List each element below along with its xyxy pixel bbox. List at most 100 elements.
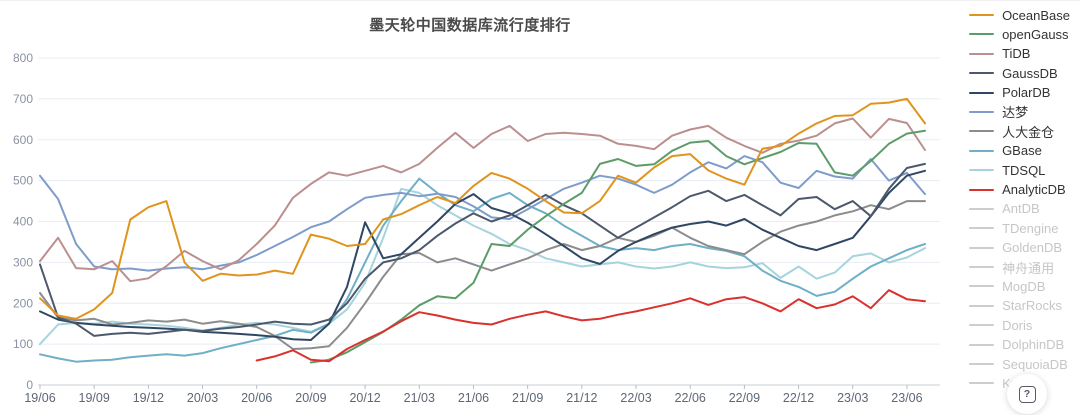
chart-title: 墨天轮中国数据库流行度排行	[369, 17, 571, 34]
legend-label: SequoiaDB	[1002, 356, 1068, 372]
legend-label: openGauss	[1002, 26, 1069, 42]
x-axis-tick-label: 20/09	[295, 391, 326, 405]
y-axis-tick-label: 600	[13, 133, 33, 147]
legend-item-AntDB[interactable]: AntDB	[969, 201, 1070, 217]
legend-item-达梦[interactable]: 达梦	[969, 104, 1070, 120]
legend-line-swatch	[969, 110, 995, 113]
x-axis-tick-label: 22/12	[783, 391, 814, 405]
x-axis-tick-label: 21/09	[512, 391, 543, 405]
x-axis-tick-label: 23/06	[891, 391, 922, 405]
legend-label: GBase	[1002, 143, 1042, 159]
x-axis-tick-label: 22/03	[620, 391, 651, 405]
legend-label: TDSQL	[1002, 162, 1046, 178]
x-axis-tick-label: 23/03	[837, 391, 868, 405]
legend-line-swatch	[969, 91, 995, 94]
legend-item-GBase[interactable]: GBase	[969, 143, 1070, 159]
legend-item-AnalyticDB[interactable]: AnalyticDB	[969, 182, 1070, 198]
legend-line-swatch	[969, 72, 995, 75]
legend-line-swatch	[969, 285, 995, 288]
legend-label: TiDB	[1002, 46, 1031, 62]
legend-line-swatch	[969, 227, 995, 230]
legend-item-GaussDB[interactable]: GaussDB	[969, 65, 1070, 81]
legend-line-swatch	[969, 246, 995, 249]
legend-label: GaussDB	[1002, 65, 1058, 81]
legend-line-swatch	[969, 33, 995, 36]
x-axis-tick-label: 21/03	[404, 391, 435, 405]
x-axis-tick-label: 20/06	[241, 391, 272, 405]
y-axis-tick-label: 800	[13, 51, 33, 65]
chart-legend: OceanBase openGauss TiDB GaussDB PolarDB 达梦人大…	[969, 7, 1070, 391]
legend-item-Doris[interactable]: Doris	[969, 317, 1070, 333]
series-line-AnalyticDB	[255, 289, 926, 363]
legend-line-swatch	[969, 324, 995, 327]
y-axis-tick-label: 100	[13, 337, 33, 351]
legend-line-swatch	[969, 207, 995, 210]
legend-label: 神舟通用	[1002, 260, 1055, 276]
series-line-GaussDB	[39, 162, 926, 337]
legend-label: Doris	[1002, 317, 1033, 333]
help-icon: ?	[1018, 385, 1036, 403]
legend-item-人大金仓[interactable]: 人大金仓	[969, 123, 1070, 140]
x-axis-tick-label: 22/06	[675, 391, 706, 405]
legend-label: DolphinDB	[1002, 337, 1065, 353]
legend-line-swatch	[969, 363, 995, 366]
x-axis-tick-label: 19/09	[79, 391, 110, 405]
legend-item-DolphinDB[interactable]: DolphinDB	[969, 337, 1070, 353]
legend-item-TiDB[interactable]: TiDB	[969, 46, 1070, 62]
legend-line-swatch	[969, 169, 995, 172]
legend-label: StarRocks	[1002, 298, 1063, 314]
legend-item-神舟通用[interactable]: 神舟通用	[969, 259, 1070, 276]
x-axis-tick-label: 20/12	[349, 391, 380, 405]
legend-line-swatch	[969, 130, 995, 133]
legend-label: 达梦	[1002, 105, 1029, 121]
y-axis-tick-label: 0	[26, 378, 33, 392]
legend-label: MogDB	[1002, 278, 1046, 294]
series-line-openGauss	[309, 129, 926, 364]
legend-item-StarRocks[interactable]: StarRocks	[969, 298, 1070, 314]
series-line-OceanBase	[39, 97, 926, 320]
x-axis-tick-label: 22/09	[729, 391, 760, 405]
series-line-TDSQL	[39, 187, 926, 346]
help-button[interactable]: ?	[1007, 374, 1047, 414]
legend-label: GoldenDB	[1002, 240, 1063, 256]
series-line-达梦	[39, 155, 926, 272]
legend-item-SequoiaDB[interactable]: SequoiaDB	[969, 356, 1070, 372]
legend-line-swatch	[969, 343, 995, 346]
legend-label: TDengine	[1002, 220, 1059, 236]
y-axis-tick-label: 700	[13, 92, 33, 106]
y-axis-tick-label: 500	[13, 174, 33, 188]
legend-line-swatch	[969, 266, 995, 269]
legend-item-openGauss[interactable]: openGauss	[969, 26, 1070, 42]
y-axis-tick-label: 400	[13, 215, 33, 229]
series-line-TiDB	[39, 117, 926, 283]
x-axis-tick-label: 21/12	[566, 391, 597, 405]
x-axis-tick-label: 19/12	[133, 391, 164, 405]
x-axis-tick-label: 19/06	[24, 391, 55, 405]
legend-label: OceanBase	[1002, 7, 1070, 23]
legend-line-swatch	[969, 304, 995, 307]
legend-label: AntDB	[1002, 201, 1040, 217]
legend-label: 人大金仓	[1002, 124, 1055, 140]
legend-line-swatch	[969, 149, 995, 152]
x-axis-tick-label: 20/03	[187, 391, 218, 405]
legend-line-swatch	[969, 382, 995, 385]
series-line-PolarDB	[39, 169, 926, 341]
legend-item-GoldenDB[interactable]: GoldenDB	[969, 240, 1070, 256]
legend-line-swatch	[969, 188, 995, 191]
line-chart-plot: 0 100 200 300 400 500 600 700 800 19/06 19/09 19/12…	[13, 51, 940, 405]
legend-item-TDSQL[interactable]: TDSQL	[969, 162, 1070, 178]
legend-item-PolarDB[interactable]: PolarDB	[969, 85, 1070, 101]
x-axis-tick-label: 21/06	[458, 391, 489, 405]
legend-line-swatch	[969, 14, 995, 16]
y-axis-tick-label: 200	[13, 296, 33, 310]
legend-item-MogDB[interactable]: MogDB	[969, 278, 1070, 294]
legend-label: PolarDB	[1002, 85, 1051, 101]
series-line-人大金仓	[39, 200, 926, 350]
legend-item-TDengine[interactable]: TDengine	[969, 220, 1070, 236]
series-line-GBase	[39, 177, 926, 363]
legend-label: AnalyticDB	[1002, 182, 1066, 198]
y-axis-tick-label: 300	[13, 255, 33, 269]
legend-line-swatch	[969, 52, 995, 55]
legend-item-OceanBase[interactable]: OceanBase	[969, 7, 1070, 23]
